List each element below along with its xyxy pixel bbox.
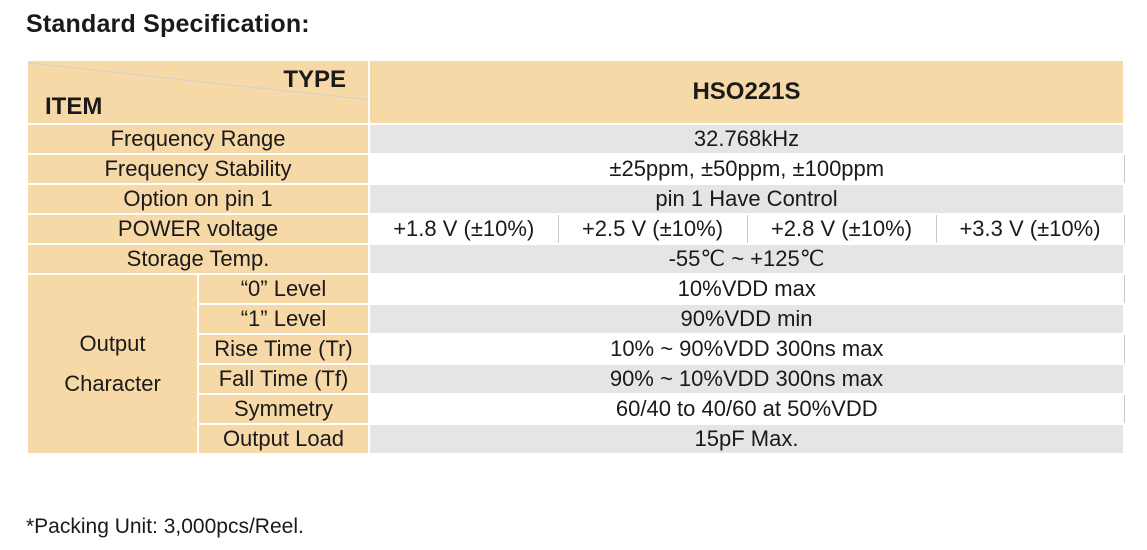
row-label: Option on pin 1 [26,183,370,215]
diagonal-divider [29,62,367,101]
row-value: -55℃ ~ +125℃ [368,243,1125,275]
row-value: pin 1 Have Control [368,183,1125,215]
row-label: “0” Level [197,273,370,305]
table-header-row: TYPE ITEM HSO221S [26,59,1125,125]
row-label: Output Load [197,423,370,455]
row-label: “1” Level [197,303,370,335]
row-label: Frequency Stability [26,153,370,185]
table-row: Storage Temp. -55℃ ~ +125℃ [26,243,1125,275]
spec-table: TYPE ITEM HSO221S Frequency Range 32.768… [26,59,1125,455]
voltage-option: +3.3 V (±10%) [935,213,1125,245]
table-row: Rise Time (Tr) 10% ~ 90%VDD 300ns max [27,333,1125,365]
row-value: 32.768kHz [368,123,1125,155]
voltage-option: +2.8 V (±10%) [746,213,937,245]
table-row: Frequency Stability ±25ppm, ±50ppm, ±100… [26,153,1125,185]
table-row: Symmetry 60/40 to 40/60 at 50%VDD [27,393,1125,425]
row-label: Storage Temp. [26,243,370,275]
output-character-line1: Output [79,331,146,356]
model-header: HSO221S [368,59,1125,125]
table-row: Option on pin 1 pin 1 Have Control [26,183,1125,215]
table-row: “1” Level 90%VDD min [27,303,1125,335]
table-row: Output Load 15pF Max. [27,423,1125,455]
row-value: 10% ~ 90%VDD 300ns max [368,333,1125,365]
row-value: 10%VDD max [368,273,1125,305]
row-value: 90%VDD min [368,303,1125,335]
table-row: Frequency Range 32.768kHz [26,123,1125,155]
type-header: TYPE [283,66,346,93]
row-label: POWER voltage [26,213,370,245]
page-title: Standard Specification: [26,10,310,38]
item-header: ITEM [45,93,103,120]
table-row: POWER voltage +1.8 V (±10%) +2.5 V (±10%… [26,213,1125,245]
row-label: Symmetry [197,393,370,425]
voltage-option: +1.8 V (±10%) [368,213,559,245]
corner-cell: TYPE ITEM [26,59,370,125]
voltage-option: +2.5 V (±10%) [557,213,748,245]
row-value: 60/40 to 40/60 at 50%VDD [368,393,1125,425]
output-character-line2: Character [64,371,161,396]
table-row: Fall Time (Tf) 90% ~ 10%VDD 300ns max [27,363,1125,395]
row-value: 90% ~ 10%VDD 300ns max [368,363,1125,395]
row-value: 15pF Max. [368,423,1125,455]
table-row: Output Character “0” Level 10%VDD max [26,273,1125,455]
row-label: Rise Time (Tr) [197,333,370,365]
output-character-label: Output Character [26,273,199,455]
row-label: Frequency Range [26,123,370,155]
row-value: ±25ppm, ±50ppm, ±100ppm [368,153,1125,185]
packing-footnote: *Packing Unit: 3,000pcs/Reel. [26,515,304,538]
row-label: Fall Time (Tf) [197,363,370,395]
